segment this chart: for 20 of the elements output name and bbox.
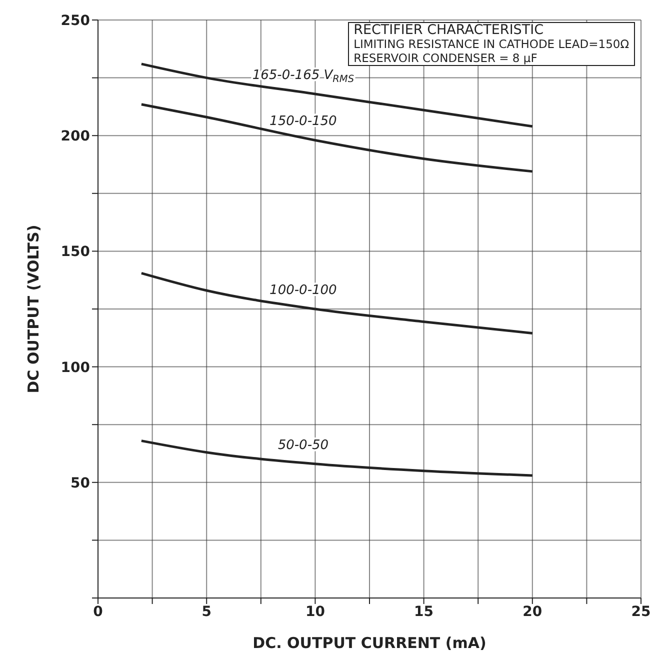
x-axis-title: DC. OUTPUT CURRENT (mA)	[252, 634, 486, 652]
x-tick-label: 5	[202, 604, 212, 620]
y-tick-label: 150	[60, 244, 90, 260]
annotation: LIMITING RESISTANCE IN CATHODE LEAD=150Ω	[354, 37, 629, 51]
chart-title: RECTIFIER CHARACTERISTIC	[354, 22, 545, 38]
y-tick-label: 100	[60, 360, 90, 376]
y-tick-label: 250	[60, 12, 90, 29]
x-tick-label: 10	[305, 604, 326, 620]
y-tick-label: 200	[60, 128, 90, 145]
line-series	[140, 272, 534, 335]
x-tick-label: 15	[414, 604, 434, 620]
y-tick-label: 50	[70, 475, 90, 492]
x-tick-label: 25	[631, 604, 651, 620]
annotation: RESERVOIR CONDENSER = 8 µF	[354, 51, 538, 65]
x-tick-label: 0	[93, 604, 104, 620]
line-series	[140, 103, 534, 173]
line-series	[140, 62, 534, 128]
y-axis-title: DC OUTPUT (VOLTS)	[24, 224, 42, 394]
line-series	[140, 440, 534, 477]
x-tick-label: 20	[522, 604, 542, 620]
